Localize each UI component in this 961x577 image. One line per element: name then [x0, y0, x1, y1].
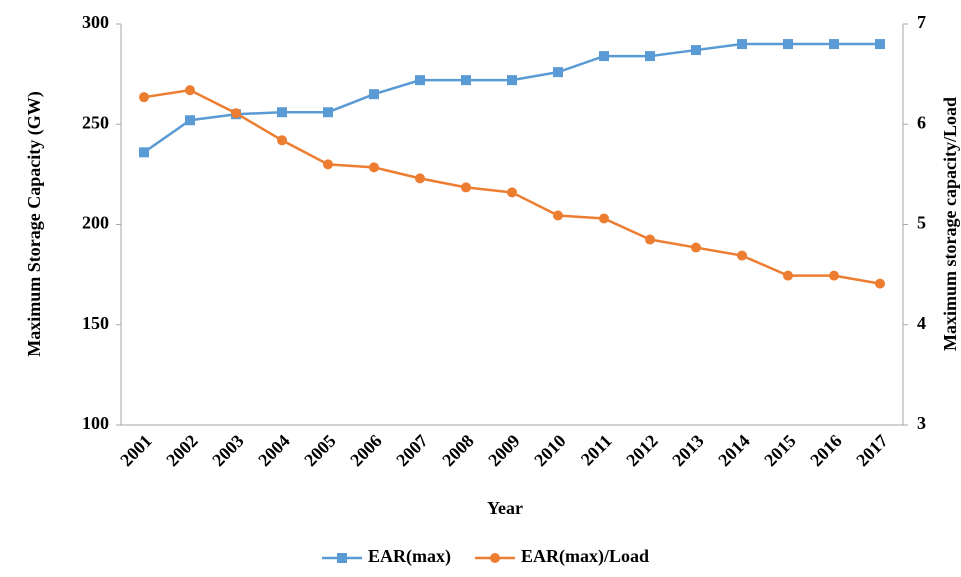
marker — [277, 135, 287, 146]
marker — [415, 75, 425, 86]
y-tick-label: 150 — [82, 313, 109, 333]
x-axis-label: Year — [487, 498, 523, 518]
marker — [507, 75, 517, 86]
x-tick-label: 2015 — [760, 431, 800, 471]
x-tick-label: 2012 — [622, 431, 662, 471]
x-tick-label: 2004 — [254, 431, 294, 471]
x-tick-label: 2001 — [116, 431, 156, 471]
marker — [783, 270, 793, 281]
x-tick-label: 2010 — [530, 431, 570, 471]
marker — [691, 242, 701, 253]
x-tick-label: 2008 — [438, 431, 478, 471]
marker — [415, 173, 425, 184]
x-tick-label: 2009 — [484, 431, 524, 471]
x-tick-label: 2007 — [392, 431, 432, 471]
marker — [461, 75, 471, 86]
marker — [507, 187, 517, 198]
y2-axis-label: Maximum storage capacity/Load — [940, 97, 960, 351]
y-tick-label: 250 — [82, 112, 109, 132]
marker — [139, 147, 149, 158]
marker — [369, 89, 379, 100]
marker — [139, 92, 149, 103]
x-tick-label: 2002 — [162, 431, 202, 471]
y-tick-label: 300 — [82, 12, 109, 32]
marker — [323, 107, 333, 118]
marker — [185, 85, 195, 96]
marker — [829, 39, 839, 50]
marker — [599, 51, 609, 62]
marker — [323, 159, 333, 170]
legend-label: EAR(max) — [368, 546, 451, 567]
marker — [553, 67, 563, 78]
marker — [875, 278, 885, 289]
marker — [369, 162, 379, 173]
marker — [461, 182, 471, 193]
x-tick-label: 2014 — [714, 431, 754, 471]
marker — [829, 270, 839, 281]
marker — [553, 210, 563, 221]
y2-tick-label: 5 — [917, 213, 926, 233]
x-tick-label: 2006 — [346, 431, 386, 471]
y2-tick-label: 6 — [917, 112, 926, 132]
y2-tick-label: 7 — [917, 12, 926, 32]
marker — [875, 39, 885, 50]
x-tick-label: 2003 — [208, 431, 248, 471]
x-tick-label: 2017 — [852, 431, 892, 471]
marker — [737, 250, 747, 261]
marker — [599, 213, 609, 224]
marker — [231, 108, 241, 119]
marker — [185, 115, 195, 126]
x-tick-label: 2013 — [668, 431, 708, 471]
y2-tick-label: 4 — [917, 313, 926, 333]
legend-label: EAR(max)/Load — [521, 546, 649, 567]
marker — [737, 39, 747, 50]
marker — [783, 39, 793, 50]
series-line — [143, 42, 880, 154]
marker — [645, 51, 655, 62]
x-tick-label: 2005 — [300, 431, 340, 471]
marker — [645, 234, 655, 245]
legend-marker — [490, 553, 500, 563]
legend-marker — [337, 553, 347, 563]
y-tick-label: 100 — [82, 413, 109, 433]
marker — [691, 45, 701, 56]
x-tick-label: 2016 — [806, 431, 846, 471]
marker — [277, 107, 287, 118]
y-tick-label: 200 — [82, 213, 109, 233]
x-tick-label: 2011 — [577, 431, 616, 470]
y2-tick-label: 3 — [917, 413, 926, 433]
y-axis-label: Maximum Storage Capacity (GW) — [24, 91, 45, 356]
series-line — [143, 88, 881, 285]
